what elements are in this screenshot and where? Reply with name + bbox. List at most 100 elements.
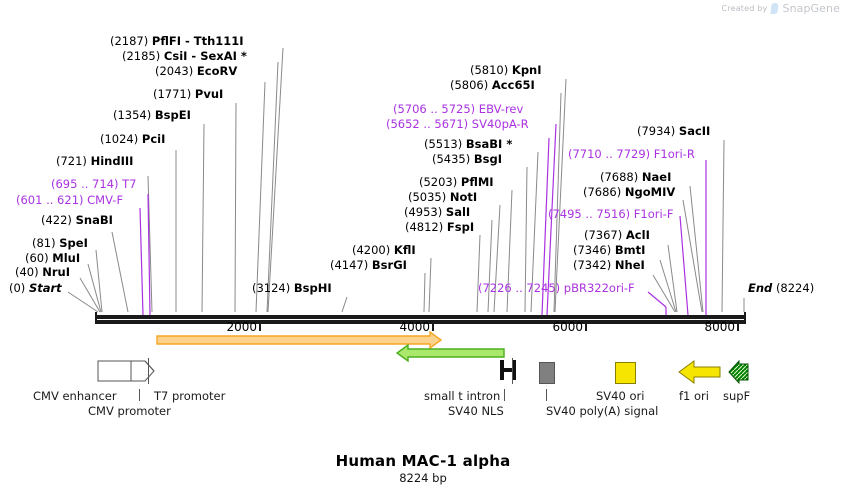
enzyme-label[interactable]: (7367) AclI xyxy=(584,229,650,241)
t7-promoter-glyph[interactable] xyxy=(148,358,149,384)
feature-label-cmv-enhancer: CMV enhancer xyxy=(33,389,117,403)
sv40-nls-glyph[interactable] xyxy=(512,358,513,384)
enzyme-position: (40) xyxy=(15,265,39,279)
primer-position: (601 .. 621) xyxy=(16,193,84,207)
enzyme-name: BsaBI * xyxy=(465,137,513,151)
sequence-axis-bar-lower xyxy=(95,320,745,324)
enzyme-label[interactable]: (1771) PvuI xyxy=(153,88,223,100)
axis-tick-label: 4000 xyxy=(399,320,430,334)
enzyme-label[interactable]: (7934) SacII xyxy=(637,125,710,137)
supf-glyph[interactable] xyxy=(726,358,756,386)
enzyme-position: (4953) xyxy=(404,205,443,219)
enzyme-label[interactable]: (81) SpeI xyxy=(32,237,88,249)
watermark-brand: SnapGene xyxy=(782,2,840,15)
enzyme-label[interactable]: (2185) CsiI - SexAI * xyxy=(122,50,247,62)
enzyme-name: EcoRV xyxy=(196,64,238,78)
end-name: End xyxy=(748,281,773,295)
sv40-polya-signal-glyph[interactable] xyxy=(539,362,555,384)
enzyme-label[interactable]: (5806) Acc65I xyxy=(450,79,535,91)
sv40-ori-glyph[interactable] xyxy=(615,362,636,384)
enzyme-label[interactable]: (5810) KpnI xyxy=(470,64,542,76)
primer-label[interactable]: (7495 .. 7516) F1ori-F xyxy=(548,208,673,220)
primer-label[interactable]: (5706 .. 5725) EBV-rev xyxy=(393,103,523,115)
primer-label[interactable]: (695 .. 714) T7 xyxy=(51,178,137,190)
enzyme-label[interactable]: (4147) BsrGI xyxy=(330,259,407,271)
enzyme-position: (4200) xyxy=(352,243,391,257)
enzyme-position: (5035) xyxy=(408,190,447,204)
primer-name: CMV-F xyxy=(87,193,124,207)
small-t-intron-glyph[interactable] xyxy=(498,358,520,384)
enzyme-name: CsiI - SexAI * xyxy=(163,49,247,63)
enzyme-label[interactable]: (40) NruI xyxy=(15,266,70,278)
plasmid-length: 8224 bp xyxy=(399,471,447,485)
enzyme-name: BmtI xyxy=(614,243,646,257)
enzyme-name: HindIII xyxy=(90,154,134,168)
feature-label-cmv-promoter: CMV promoter xyxy=(88,404,171,418)
primer-position: (7226 .. 7245) xyxy=(478,281,561,295)
cmv-enhancer-promoter-glyph[interactable] xyxy=(95,356,175,386)
sequence-axis-bar[interactable] xyxy=(95,315,745,319)
axis-end-cap xyxy=(744,312,746,324)
enzyme-label[interactable]: (422) SnaBI xyxy=(41,214,113,226)
enzyme-name: PvuI xyxy=(194,87,224,101)
enzyme-position: (2187) xyxy=(110,34,149,48)
enzyme-position: (7342) xyxy=(573,258,612,272)
axis-end-label[interactable]: End (8224) xyxy=(748,282,814,294)
axis-tick xyxy=(737,323,739,331)
feature-label-sv40-nls: SV40 NLS xyxy=(448,404,504,418)
enzyme-name: NheI xyxy=(614,258,645,272)
enzyme-label[interactable]: (1024) PciI xyxy=(100,133,165,145)
enzyme-name: BspEI xyxy=(154,108,191,122)
enzyme-label[interactable]: (5435) BsgI xyxy=(432,153,502,165)
enzyme-position: (5513) xyxy=(424,137,463,151)
green-segment xyxy=(395,343,505,362)
enzyme-position: (7686) xyxy=(583,185,622,199)
enzyme-label[interactable]: (2187) PflFI - Tth111I xyxy=(110,35,244,47)
enzyme-label[interactable]: (3124) BspHI xyxy=(252,282,332,294)
enzyme-label[interactable]: (7686) NgoMIV xyxy=(583,186,675,198)
primer-label[interactable]: (601 .. 621) CMV-F xyxy=(16,194,123,206)
enzyme-position: (5435) xyxy=(432,152,471,166)
cmv-promoter-connector xyxy=(139,389,140,401)
enzyme-name: PciI xyxy=(141,132,166,146)
enzyme-label[interactable]: (2043) EcoRV xyxy=(155,65,237,77)
enzyme-name: BsgI xyxy=(473,152,503,166)
axis-start-label[interactable]: (0) Start xyxy=(9,282,62,294)
enzyme-position: (2043) xyxy=(155,64,194,78)
feature-label-small-t-intron: small t intron xyxy=(424,389,501,403)
primer-label[interactable]: (5652 .. 5671) SV40pA-R xyxy=(386,118,529,130)
enzyme-label[interactable]: (1354) BspEI xyxy=(113,109,191,121)
axis-start-cap xyxy=(95,312,97,324)
primer-position: (7710 .. 7729) xyxy=(568,147,651,161)
primer-label[interactable]: (7710 .. 7729) F1ori-R xyxy=(568,148,695,160)
primer-position: (7495 .. 7516) xyxy=(548,207,631,221)
enzyme-label[interactable]: (7342) NheI xyxy=(573,259,645,271)
f1-ori-glyph[interactable] xyxy=(676,358,734,386)
enzyme-label[interactable]: (721) HindIII xyxy=(56,155,133,167)
enzyme-label[interactable]: (5203) PflMI xyxy=(419,176,494,188)
enzyme-label[interactable]: (4200) KflI xyxy=(352,244,416,256)
enzyme-label[interactable]: (5035) NotI xyxy=(408,191,477,203)
enzyme-position: (1771) xyxy=(153,87,192,101)
primer-position: (5706 .. 5725) xyxy=(393,102,476,116)
primer-position: (695 .. 714) xyxy=(51,177,119,191)
enzyme-position: (81) xyxy=(32,236,56,250)
enzyme-name: AclI xyxy=(625,228,650,242)
enzyme-label[interactable]: (7688) NaeI xyxy=(600,171,671,183)
enzyme-position: (3124) xyxy=(252,281,291,295)
enzyme-label[interactable]: (4812) FspI xyxy=(405,221,474,233)
enzyme-label[interactable]: (60) MluI xyxy=(25,252,80,264)
enzyme-label[interactable]: (4953) SalI xyxy=(404,206,470,218)
enzyme-position: (5203) xyxy=(419,175,458,189)
page-title: Human MAC-1 alpha xyxy=(335,452,511,470)
primer-name: SV40pA-R xyxy=(471,117,529,131)
axis-tick xyxy=(259,323,261,331)
enzyme-name: BsrGI xyxy=(371,258,407,272)
enzyme-label[interactable]: (7346) BmtI xyxy=(573,244,645,256)
enzyme-label[interactable]: (5513) BsaBI * xyxy=(424,138,512,150)
primer-label[interactable]: (7226 .. 7245) pBR322ori-F xyxy=(478,282,635,294)
enzyme-name: KpnI xyxy=(511,63,542,77)
enzyme-name: FspI xyxy=(446,220,475,234)
orange-segment xyxy=(156,330,443,350)
enzyme-position: (721) xyxy=(56,154,87,168)
